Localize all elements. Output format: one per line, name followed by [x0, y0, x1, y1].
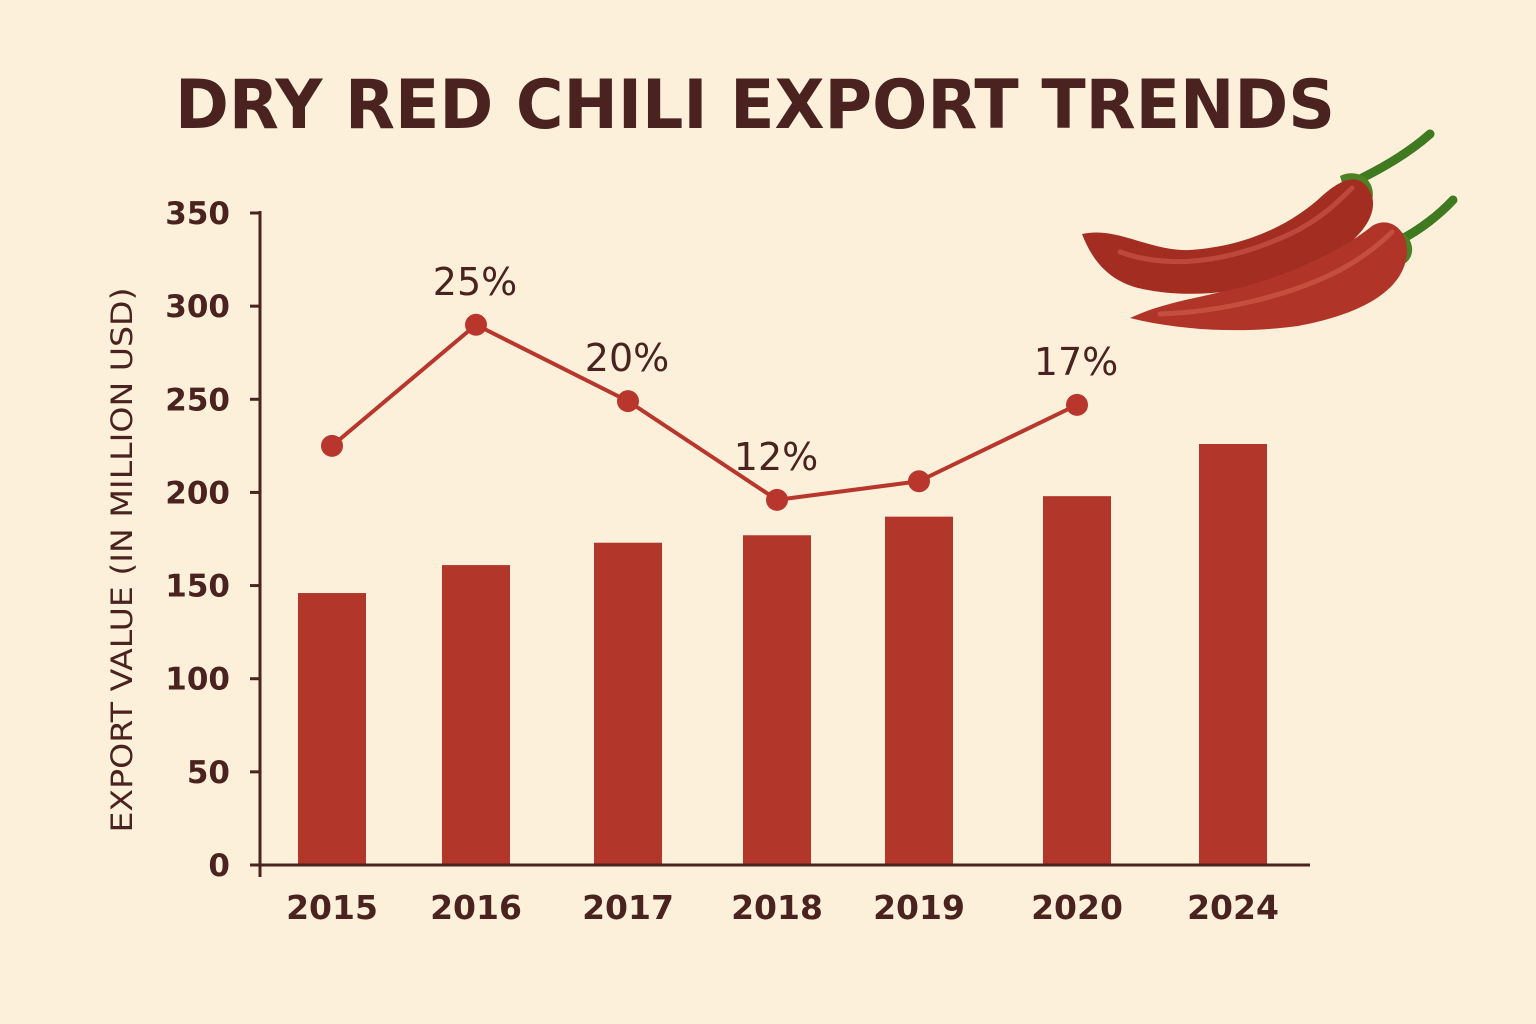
- bar: [1043, 496, 1111, 865]
- line-point: [766, 488, 788, 511]
- line-point: [1066, 393, 1088, 416]
- axes: [250, 211, 1310, 877]
- line-point: [908, 470, 930, 493]
- percent-label: 25%: [433, 260, 517, 304]
- percent-label: 12%: [734, 435, 818, 479]
- chili-peppers-icon: [1082, 129, 1458, 331]
- y-tick-label: 0: [208, 848, 230, 884]
- bar-series: [298, 443, 1267, 865]
- bar: [1199, 443, 1267, 865]
- x-tick-label: 2019: [873, 888, 965, 927]
- x-tick-label: 2015: [286, 888, 378, 927]
- x-tick-label: 2017: [582, 888, 674, 927]
- y-tick-label: 150: [165, 569, 230, 605]
- line-point: [617, 390, 639, 413]
- percent-label: 20%: [585, 336, 669, 380]
- x-tick-label: 2016: [430, 888, 522, 927]
- y-tick-label: 50: [187, 755, 230, 791]
- y-tick-label: 350: [165, 196, 230, 232]
- x-axis-ticks: 2015 2016 2017 2018 2019 2020 2024: [286, 888, 1279, 927]
- y-tick-label: 250: [165, 382, 230, 418]
- percent-labels: 25% 20% 12% 17%: [433, 260, 1118, 479]
- bar: [885, 516, 953, 865]
- x-tick-label: 2018: [731, 888, 823, 927]
- line-path: [330, 322, 1078, 502]
- percent-label: 17%: [1034, 340, 1118, 384]
- line-point: [465, 313, 487, 336]
- y-tick-label: 200: [165, 475, 230, 511]
- bar: [298, 593, 366, 865]
- y-axis-label: EXPORT VALUE (IN MILLION USD): [105, 288, 139, 833]
- y-axis-ticks: 0 50 100 150 200 250 300 350: [165, 196, 260, 884]
- y-tick-label: 100: [165, 662, 230, 698]
- x-tick-label: 2024: [1187, 888, 1279, 927]
- bar: [743, 535, 811, 865]
- line-point: [321, 434, 343, 457]
- line-series: [321, 313, 1088, 511]
- y-tick-label: 300: [165, 289, 230, 325]
- x-tick-label: 2020: [1031, 888, 1123, 927]
- bar: [442, 565, 510, 865]
- bar: [594, 542, 662, 865]
- chart-title: DRY RED CHILI EXPORT TRENDS: [175, 66, 1335, 145]
